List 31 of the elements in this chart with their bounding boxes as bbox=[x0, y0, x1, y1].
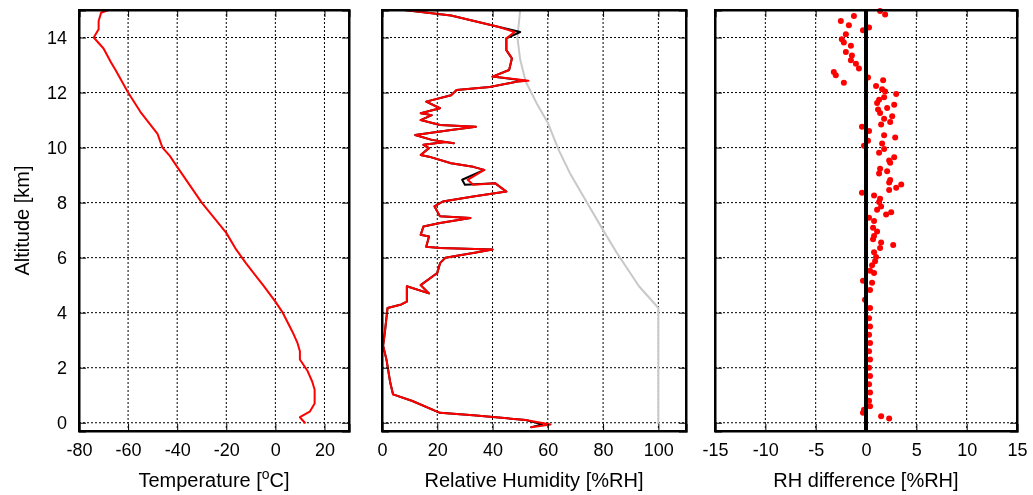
x-tick-label: 0 bbox=[861, 439, 872, 460]
x-tick-label: -10 bbox=[752, 439, 779, 460]
x-axis-title: Temperature [$^{o}$C] bbox=[138, 466, 290, 491]
x-tick-label: -80 bbox=[66, 439, 93, 460]
x-tick-label: 40 bbox=[483, 439, 504, 460]
y-tick-label: 4 bbox=[56, 302, 67, 323]
x-tick-label: 60 bbox=[538, 439, 559, 460]
x-tick-label: 0 bbox=[377, 439, 388, 460]
x-tick-label: 20 bbox=[314, 439, 335, 460]
x-axis-title: RH difference [%RH] bbox=[773, 469, 959, 491]
x-tick-label: 100 bbox=[643, 439, 674, 460]
x-tick-label: 5 bbox=[911, 439, 922, 460]
x-tick-label: -40 bbox=[164, 439, 191, 460]
x-tick-label: 80 bbox=[593, 439, 614, 460]
x-tick-label: 20 bbox=[427, 439, 448, 460]
y-tick-label: 12 bbox=[46, 82, 67, 103]
y-tick-label: 14 bbox=[46, 27, 67, 48]
y-tick-label: 10 bbox=[46, 137, 67, 158]
x-tick-label: -20 bbox=[213, 439, 240, 460]
y-tick-label: 6 bbox=[56, 247, 67, 268]
x-tick-label: 15 bbox=[1007, 439, 1028, 460]
x-tick-label: 10 bbox=[957, 439, 978, 460]
x-axis-title: Relative Humidity [%RH] bbox=[424, 469, 644, 491]
y-tick-label: 0 bbox=[56, 413, 67, 434]
y-tick-label: 8 bbox=[56, 192, 67, 213]
x-tick-label: -5 bbox=[808, 439, 825, 460]
y-tick-label: 2 bbox=[56, 357, 67, 378]
x-tick-label: 0 bbox=[270, 439, 281, 460]
x-tick-label: -60 bbox=[115, 439, 142, 460]
y-axis-title: Altitude [km] bbox=[11, 165, 33, 276]
x-tick-label: -15 bbox=[702, 439, 729, 460]
